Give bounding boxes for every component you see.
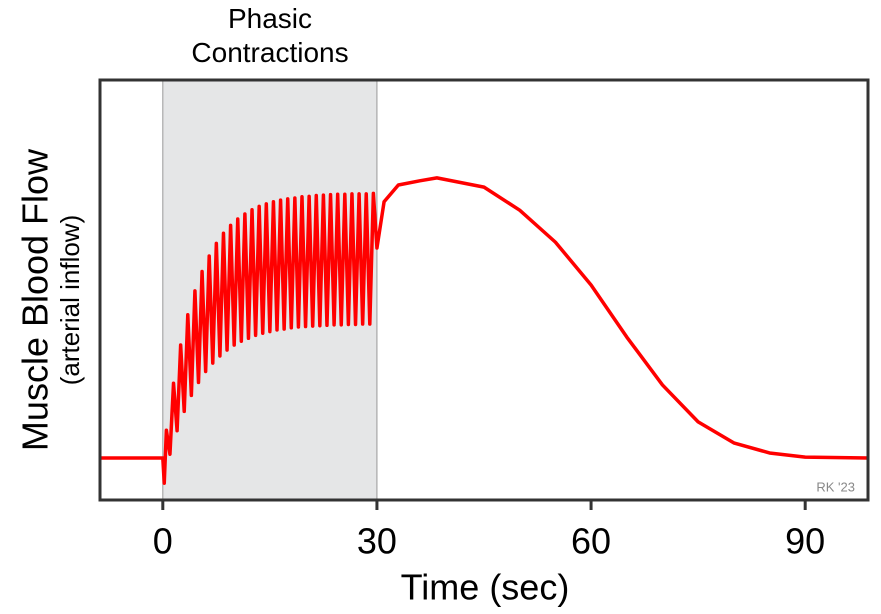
data-line <box>100 176 869 485</box>
y-axis-sublabel: (arterial inflow) <box>55 215 85 386</box>
annotation: Phasic Contractions <box>191 3 349 68</box>
credit: RK '23 <box>816 479 855 494</box>
x-axis-label: Time (sec) <box>401 567 570 608</box>
x-tick-label: 90 <box>785 521 825 562</box>
x-tick-label: 0 <box>153 521 173 562</box>
plot-frame <box>98 78 870 502</box>
y-axis-label: Muscle Blood Flow <box>15 148 56 451</box>
x-tick-label: 60 <box>571 521 611 562</box>
x-tick-label: 30 <box>357 521 397 562</box>
